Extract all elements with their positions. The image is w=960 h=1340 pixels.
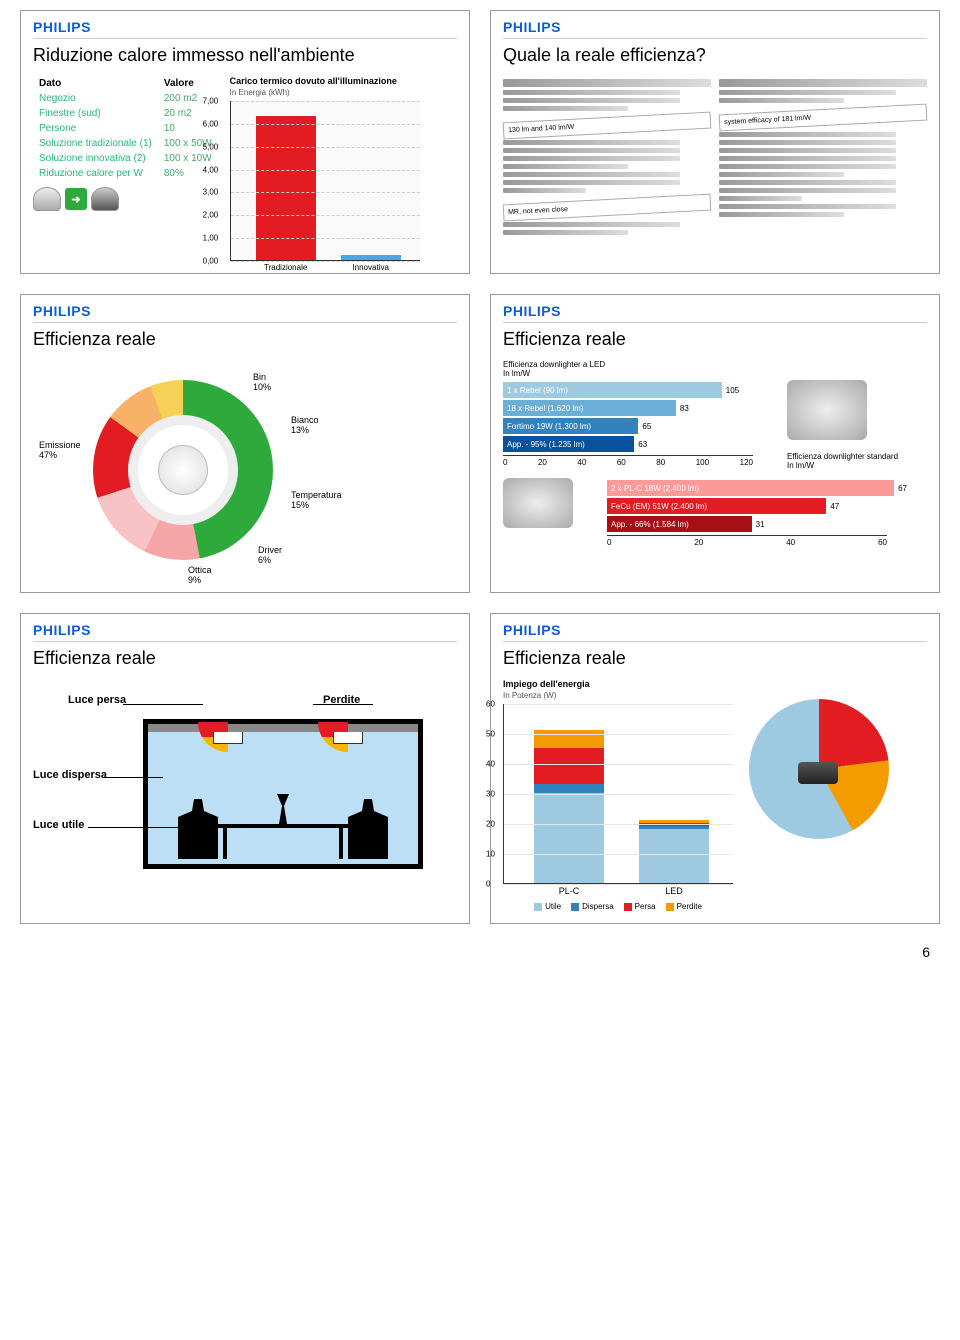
data-table: DatoValore Negozio200 m2 Finestre (sud)2… [33,76,218,181]
th-dato: Dato [33,76,158,91]
hbar-chart-standard: 2 x PL-C 18W (2.400 lm)67FeCu (EM) 51W (… [607,478,907,547]
panel-header: PHILIPS [503,622,927,642]
panel-header: PHILIPS [33,622,457,642]
table-row: Finestre (sud) [33,106,158,121]
highlight-card: system efficacy of 181 lm/W [719,104,928,132]
table-row: Riduzione calore per W [33,166,158,181]
brand-logo: PHILIPS [503,303,561,319]
fixture-embed-icon [798,762,838,784]
arrow-right-icon: ➜ [65,188,87,210]
led-module-icon [158,445,208,495]
person-silhouette-icon [178,799,218,859]
brand-logo: PHILIPS [503,19,561,35]
pie-chart [749,699,889,839]
std-chart-title: Efficienza downlighter standardIn lm/W [787,452,927,470]
lamp-led-icon [91,187,119,211]
label-luce-persa: Luce persa [68,694,126,706]
legend-persa: Persa [624,902,656,911]
panel-header: PHILIPS [33,303,457,323]
panel-title: Efficienza reale [503,329,927,350]
panel-header: PHILIPS [503,303,927,323]
chart-subtitle: In Potenza (W) [503,691,733,700]
room-box [143,719,423,869]
brand-logo: PHILIPS [33,622,91,638]
table-row: Soluzione tradizionale (1) [33,136,158,151]
donut-label-driver: Driver6% [258,545,282,565]
th-valore: Valore [158,76,218,91]
table-row: Persone [33,121,158,136]
table-row: Negozio [33,91,158,106]
hbar-chart-led: 1 x Rebel (90 lm)10518 x Rebel (1.620 lm… [503,380,773,472]
chart-title: Impiego dell'energia [503,679,733,689]
table-cell: 100 x 10W [158,151,218,166]
bar-chart-thermal: Tradizionale Innovativa 0,001,002,003,00… [230,101,420,261]
article-clipping: 130 lm and 140 lm/W MR, not even close s… [503,76,927,238]
desk-lamp-icon [273,794,293,824]
downlighter-standard-icon [503,478,573,528]
desk-icon [213,824,353,859]
panel-energy-use: PHILIPS Efficienza reale Impiego dell'en… [490,613,940,924]
brand-logo: PHILIPS [503,622,561,638]
stack-col-plc [534,730,604,883]
brand-logo: PHILIPS [33,19,91,35]
led-product-icon [787,380,867,440]
chart-subtitle: In Energia (kWh) [230,88,420,97]
legend: Utile Dispersa Persa Perdite [503,902,733,911]
panel-room-diagram: PHILIPS Efficienza reale Luce persa Perd… [20,613,470,924]
chart-title: Carico termico dovuto all'illuminazione [230,76,420,86]
highlight-card: 130 lm and 140 lm/W [503,112,712,140]
panel-title: Riduzione calore immesso nell'ambiente [33,45,457,66]
fixture-icon [213,732,243,744]
stacked-bar-chart: PL-C LED 0102030405060 [503,704,733,884]
people-scene [178,789,388,859]
panel-title: Efficienza reale [33,648,457,669]
panel-header: PHILIPS [33,19,457,39]
label-luce-utile: Luce utile [33,819,84,831]
legend-perdite: Perdite [666,902,702,911]
panel-heat-reduction: PHILIPS Riduzione calore immesso nell'am… [20,10,470,274]
led-chart-title: Efficienza downlighter a LEDIn lm/W [503,360,927,378]
donut-label-bianco: Bianco13% [291,415,319,435]
donut-label-emissione: Emissione47% [39,440,81,460]
panel-title: Efficienza reale [33,329,457,350]
fixture-icon [333,732,363,744]
page-number: 6 [0,934,960,970]
panel-efficiency-hbars: PHILIPS Efficienza reale Efficienza down… [490,294,940,593]
label-luce-dispersa: Luce dispersa [33,769,107,781]
highlight-card: MR, not even close [503,194,712,222]
stack-col-led [639,820,709,883]
person-silhouette-icon [348,799,388,859]
table-row: Soluzione innovativa (2) [33,151,158,166]
panel-title: Efficienza reale [503,648,927,669]
donut-label-bin: Bin10% [253,372,271,392]
legend-dispersa: Dispersa [571,902,614,911]
donut-label-temperatura: Temperatura15% [291,490,342,510]
panel-title: Quale la reale efficienza? [503,45,927,66]
panel-real-efficiency-article: PHILIPS Quale la reale efficienza? 130 l… [490,10,940,274]
donut-label-ottica: Ottica9% [188,565,212,585]
brand-logo: PHILIPS [33,303,91,319]
panel-header: PHILIPS [503,19,927,39]
legend-utile: Utile [534,902,561,911]
lamp-halogen-icon [33,187,61,211]
panel-efficiency-donut: PHILIPS Efficienza reale Emissione47% Bi… [20,294,470,593]
